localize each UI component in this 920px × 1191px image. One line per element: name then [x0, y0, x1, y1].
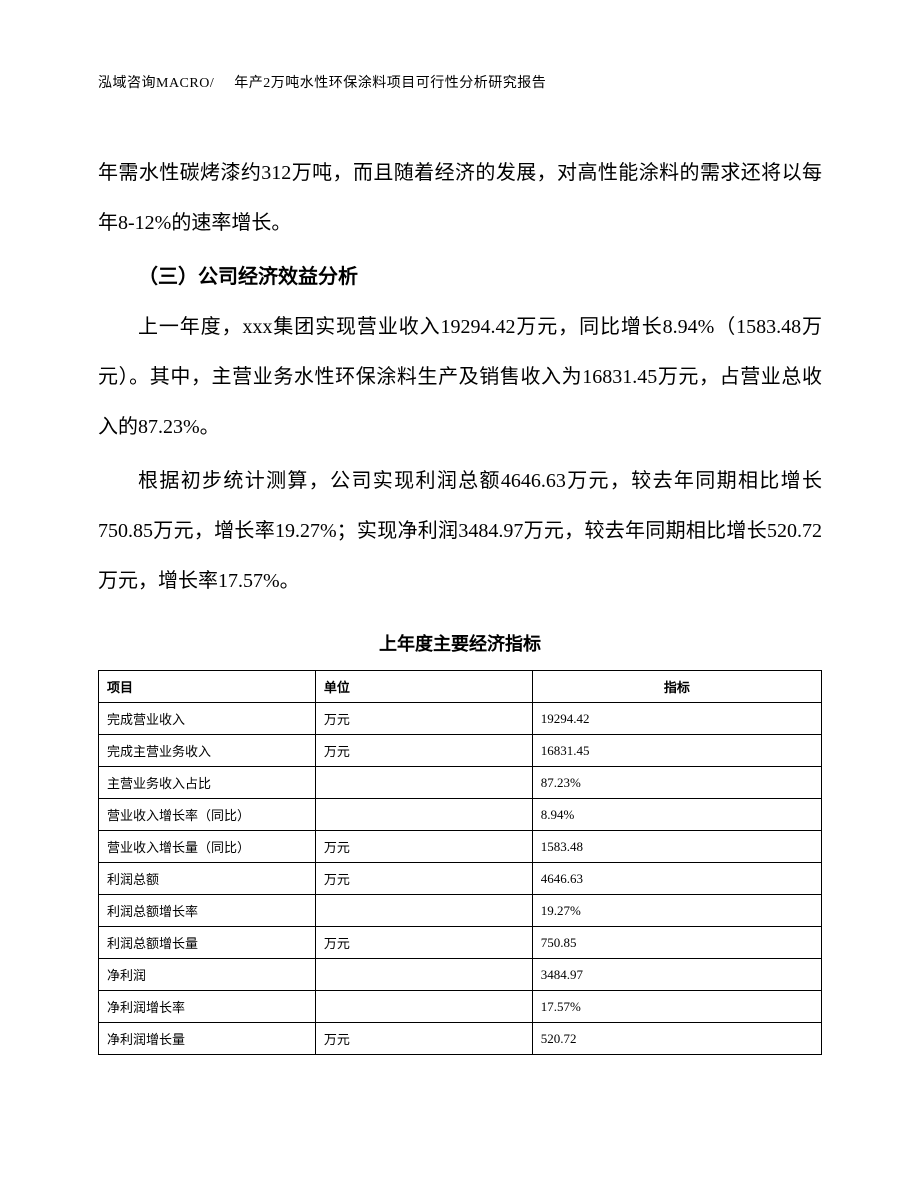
table-cell: 万元 — [315, 735, 532, 767]
table-cell: 净利润 — [99, 959, 316, 991]
table-cell: 主营业务收入占比 — [99, 767, 316, 799]
table-cell: 万元 — [315, 1023, 532, 1055]
table-cell: 520.72 — [532, 1023, 821, 1055]
paragraph-1: 年需水性碳烤漆约312万吨，而且随着经济的发展，对高性能涂料的需求还将以每年8-… — [98, 148, 822, 248]
table-cell: 1583.48 — [532, 831, 821, 863]
table-header-col3: 指标 — [532, 671, 821, 703]
table-row: 完成主营业务收入万元16831.45 — [99, 735, 822, 767]
table-cell: 利润总额 — [99, 863, 316, 895]
table-cell: 万元 — [315, 927, 532, 959]
header-doc-title: 年产2万吨水性环保涂料项目可行性分析研究报告 — [234, 76, 546, 91]
table-cell: 万元 — [315, 863, 532, 895]
table-cell: 万元 — [315, 831, 532, 863]
table-cell: 16831.45 — [532, 735, 821, 767]
table-row: 营业收入增长率（同比） 8.94% — [99, 799, 822, 831]
table-row: 完成营业收入万元19294.42 — [99, 703, 822, 735]
table-cell: 87.23% — [532, 767, 821, 799]
table-header-col2: 单位 — [315, 671, 532, 703]
table-header-row: 项目 单位 指标 — [99, 671, 822, 703]
table-cell: 营业收入增长量（同比） — [99, 831, 316, 863]
table-body: 完成营业收入万元19294.42完成主营业务收入万元16831.45主营业务收入… — [99, 703, 822, 1055]
paragraph-2: 上一年度，xxx集团实现营业收入19294.42万元，同比增长8.94%（158… — [98, 302, 822, 452]
table-row: 利润总额增长量万元750.85 — [99, 927, 822, 959]
table-cell: 净利润增长量 — [99, 1023, 316, 1055]
paragraph-3: 根据初步统计测算，公司实现利润总额4646.63万元，较去年同期相比增长750.… — [98, 456, 822, 606]
table-row: 主营业务收入占比 87.23% — [99, 767, 822, 799]
economic-indicators-table: 项目 单位 指标 完成营业收入万元19294.42完成主营业务收入万元16831… — [98, 670, 822, 1055]
table-cell — [315, 991, 532, 1023]
table-cell: 利润总额增长量 — [99, 927, 316, 959]
table-cell: 利润总额增长率 — [99, 895, 316, 927]
table-cell: 完成主营业务收入 — [99, 735, 316, 767]
table-cell: 4646.63 — [532, 863, 821, 895]
table-cell — [315, 895, 532, 927]
table-cell: 8.94% — [532, 799, 821, 831]
table-row: 净利润增长率 17.57% — [99, 991, 822, 1023]
table-title: 上年度主要经济指标 — [98, 630, 822, 656]
table-row: 利润总额增长率 19.27% — [99, 895, 822, 927]
section-heading: （三）公司经济效益分析 — [98, 252, 822, 302]
table-cell: 万元 — [315, 703, 532, 735]
content-area: 年需水性碳烤漆约312万吨，而且随着经济的发展，对高性能涂料的需求还将以每年8-… — [98, 148, 822, 1055]
table-cell: 营业收入增长率（同比） — [99, 799, 316, 831]
table-cell — [315, 959, 532, 991]
table-header-col1: 项目 — [99, 671, 316, 703]
table-cell: 750.85 — [532, 927, 821, 959]
page-header: 泓域咨询MACRO/ 年产2万吨水性环保涂料项目可行性分析研究报告 — [98, 72, 546, 92]
table-cell: 17.57% — [532, 991, 821, 1023]
header-company: 泓域咨询MACRO/ — [98, 76, 214, 91]
table-cell — [315, 767, 532, 799]
table-cell: 净利润增长率 — [99, 991, 316, 1023]
table-cell: 19294.42 — [532, 703, 821, 735]
table-cell: 19.27% — [532, 895, 821, 927]
table-row: 净利润 3484.97 — [99, 959, 822, 991]
table-row: 利润总额万元4646.63 — [99, 863, 822, 895]
table-row: 净利润增长量万元520.72 — [99, 1023, 822, 1055]
table-cell: 完成营业收入 — [99, 703, 316, 735]
table-cell — [315, 799, 532, 831]
table-cell: 3484.97 — [532, 959, 821, 991]
table-row: 营业收入增长量（同比）万元1583.48 — [99, 831, 822, 863]
